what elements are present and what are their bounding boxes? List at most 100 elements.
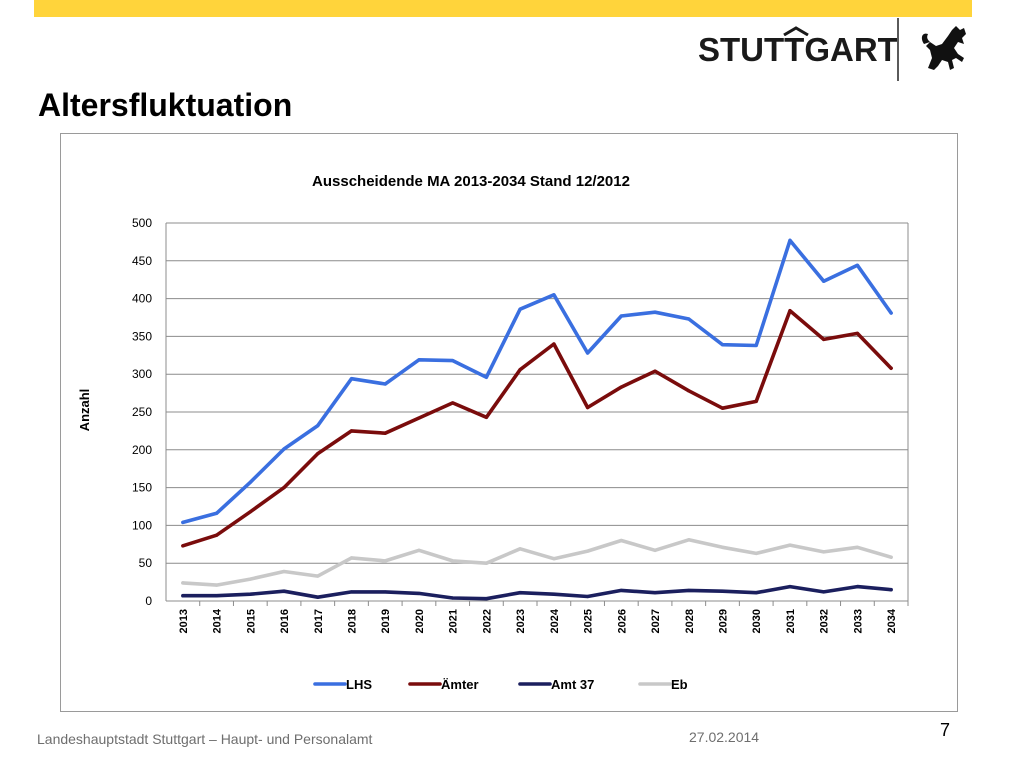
data-point xyxy=(484,597,489,601)
data-point xyxy=(451,596,455,600)
x-tick-label: 2024 xyxy=(549,608,561,633)
data-point xyxy=(316,574,320,578)
data-point xyxy=(451,401,455,405)
series-line-ämter xyxy=(181,308,893,548)
data-point xyxy=(282,569,286,574)
x-tick-label: 2027 xyxy=(650,609,662,633)
data-point xyxy=(619,538,623,543)
data-point xyxy=(417,591,421,596)
series-line-amt-37 xyxy=(181,584,893,601)
data-point xyxy=(316,595,320,599)
x-tick-label: 2015 xyxy=(245,609,257,633)
data-point xyxy=(282,447,286,451)
data-point xyxy=(889,555,893,559)
data-point xyxy=(585,594,590,599)
series-line-lhs xyxy=(181,238,893,525)
data-point xyxy=(349,377,354,381)
data-point xyxy=(653,591,657,595)
y-tick-label: 250 xyxy=(132,405,152,419)
data-point xyxy=(855,331,860,335)
x-tick-label: 2033 xyxy=(852,609,864,633)
y-tick-label: 450 xyxy=(132,254,152,268)
legend-label: Ämter xyxy=(441,677,479,692)
data-point xyxy=(754,343,758,348)
data-point xyxy=(822,590,826,594)
data-point xyxy=(417,358,421,362)
data-point xyxy=(619,588,623,593)
data-point xyxy=(214,594,219,598)
data-point xyxy=(720,406,725,410)
data-point xyxy=(417,416,421,420)
chart-frame xyxy=(60,133,958,712)
data-point xyxy=(822,550,826,554)
data-point xyxy=(349,590,354,594)
y-tick-label: 500 xyxy=(132,216,152,230)
data-point xyxy=(788,585,792,589)
x-tick-label: 2026 xyxy=(616,609,628,633)
line-chart: Ausscheidende MA 2013-2034 Stand 12/2012… xyxy=(77,173,909,692)
data-point xyxy=(181,520,185,524)
legend-label: Amt 37 xyxy=(551,677,594,692)
data-point xyxy=(518,591,522,595)
x-tick-label: 2028 xyxy=(684,609,696,633)
horse-emblem-icon xyxy=(921,26,966,70)
data-point xyxy=(653,369,657,373)
data-point xyxy=(619,385,623,389)
x-tick-label: 2032 xyxy=(819,609,831,633)
y-tick-label: 150 xyxy=(132,481,152,495)
data-point xyxy=(518,547,522,551)
data-point xyxy=(754,551,758,555)
x-tick-label: 2029 xyxy=(718,609,730,633)
page-number: 7 xyxy=(940,720,951,740)
data-point xyxy=(248,510,252,514)
data-point xyxy=(214,533,219,537)
data-point xyxy=(585,549,590,553)
data-point xyxy=(889,311,893,315)
data-point xyxy=(248,577,252,581)
data-point xyxy=(889,588,893,592)
data-point xyxy=(552,293,556,297)
x-tick-label: 2014 xyxy=(212,608,224,633)
data-point xyxy=(282,486,286,490)
stuttgart-logo-text: STUTTGART xyxy=(698,31,898,68)
data-point xyxy=(248,592,252,596)
data-point xyxy=(653,548,657,552)
data-point xyxy=(417,548,421,552)
data-point xyxy=(484,561,489,565)
data-point xyxy=(788,543,792,547)
legend-label: Eb xyxy=(671,677,688,692)
data-point xyxy=(653,310,657,314)
data-point xyxy=(855,545,860,549)
x-tick-label: 2019 xyxy=(380,609,392,633)
x-tick-label: 2025 xyxy=(583,609,595,633)
x-tick-label: 2034 xyxy=(886,608,898,633)
data-point xyxy=(316,424,320,428)
data-point xyxy=(484,375,489,379)
x-tick-label: 2030 xyxy=(751,609,763,633)
data-point xyxy=(349,556,354,560)
top-accent-bar xyxy=(34,0,972,17)
data-point xyxy=(383,431,387,435)
data-point xyxy=(451,559,455,563)
data-point xyxy=(181,581,185,585)
chart-title: Ausscheidende MA 2013-2034 Stand 12/2012 xyxy=(312,173,630,190)
data-point xyxy=(788,238,792,242)
data-point xyxy=(687,389,691,393)
data-point xyxy=(754,591,758,595)
data-point xyxy=(181,544,185,548)
y-tick-label: 350 xyxy=(132,329,152,343)
data-point xyxy=(518,307,522,311)
data-point xyxy=(687,538,691,542)
logo-divider xyxy=(897,18,899,81)
data-point xyxy=(383,382,387,386)
y-tick-label: 300 xyxy=(132,367,152,381)
data-point xyxy=(822,279,826,283)
y-tick-label: 200 xyxy=(132,443,152,457)
x-tick-label: 2023 xyxy=(515,609,527,633)
data-point xyxy=(720,343,725,347)
data-point xyxy=(720,589,725,593)
y-tick-label: 400 xyxy=(132,292,152,306)
data-point xyxy=(451,358,455,363)
data-point xyxy=(248,480,252,484)
data-point xyxy=(214,511,219,515)
